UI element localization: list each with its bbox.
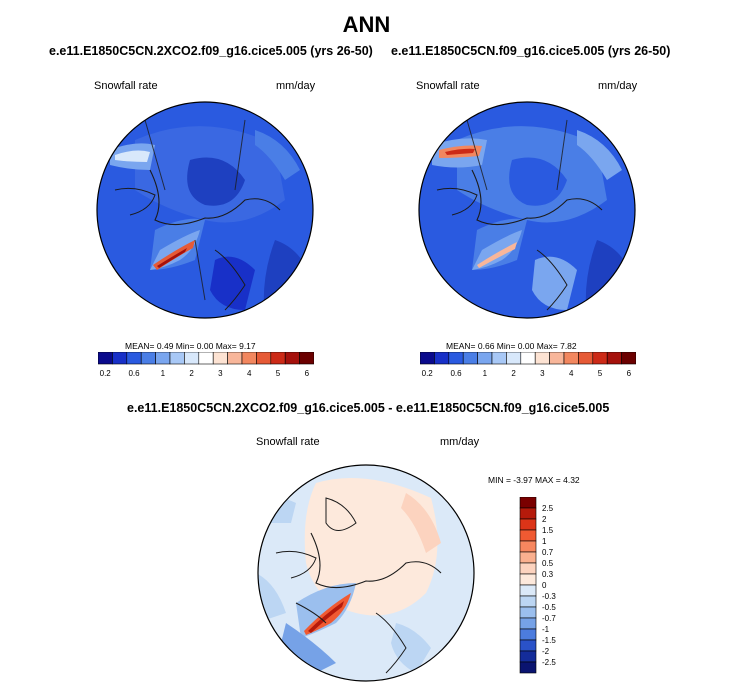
difference-colorbar-swatch (519, 507, 537, 520)
difference-colorbar-swatch (519, 529, 537, 542)
panel-2-colorbar-tick-label: 6 (627, 369, 632, 378)
difference-colorbar-swatch (519, 617, 537, 630)
difference-colorbar-tick-label: 0.5 (542, 559, 554, 568)
panel-1-colorbar-tick-label: 1 (161, 369, 166, 378)
panel-1-colorbar-tick-label: 4 (247, 369, 252, 378)
panel-1-colorbar-tick-label: 0.2 (100, 369, 112, 378)
panel-1-colorbar-swatch (198, 352, 214, 365)
difference-colorbar-tick-label: -2 (542, 647, 550, 656)
difference-variable-label: Snowfall rate (256, 436, 320, 448)
panel-1-colorbar-tick-label: 0.6 (128, 369, 140, 378)
panel-2-colorbar-swatch (420, 352, 435, 365)
panel-2-stats: MEAN= 0.66 Min= 0.00 Max= 7.82 (446, 341, 577, 351)
panel-2-colorbar-tick-label: 5 (598, 369, 603, 378)
panel-1-colorbar-swatch (126, 352, 142, 365)
difference-colorbar-tick-label: -1 (542, 625, 550, 634)
difference-colorbar-tick-label: 0.7 (542, 548, 554, 557)
difference-title: e.e11.E1850C5CN.2XCO2.f09_g16.cice5.005 … (127, 401, 610, 415)
difference-colorbar-tick-label: -0.5 (542, 603, 556, 612)
panel-2-colorbar-swatch (491, 352, 507, 365)
panel-2-colorbar-swatch (462, 352, 478, 365)
difference-colorbar-tick-label: 1 (542, 537, 547, 546)
panel-1-colorbar-tick-label: 5 (276, 369, 281, 378)
panel-2-colorbar-swatch (549, 352, 565, 365)
panel-2-units-label: mm/day (598, 80, 638, 92)
panel-2-colorbar-swatch (592, 352, 608, 365)
difference-colorbar-swatch (519, 551, 537, 564)
panel-1-colorbar-swatch (98, 352, 113, 365)
panel-2-title: e.e11.E1850C5CN.f09_g16.cice5.005 (yrs 2… (391, 44, 671, 58)
panel-1-title: e.e11.E1850C5CN.2XCO2.f09_g16.cice5.005 … (49, 44, 373, 58)
panel-2-colorbar-swatch (578, 352, 594, 365)
panel-2-colorbar-tick-label: 4 (569, 369, 574, 378)
difference-minmax: MIN = -3.97 MAX = 4.32 (488, 475, 580, 485)
difference-colorbar-swatch (519, 573, 537, 586)
panel-1-colorbar-swatch (227, 352, 243, 365)
panel-1-colorbar-swatch (112, 352, 128, 365)
difference-colorbar-tick-label: -1.5 (542, 636, 556, 645)
panel-2-colorbar-swatch (563, 352, 579, 365)
panel-2-colorbar-swatch (534, 352, 550, 365)
panel-2-colorbar-swatch (448, 352, 464, 365)
panel-1-colorbar-swatch (184, 352, 200, 365)
panel-2-colorbar-swatch (520, 352, 536, 365)
difference-colorbar-tick-label: 2.5 (542, 504, 554, 513)
difference-colorbar-tick-label: -2.5 (542, 658, 556, 667)
figure-title: ANN (342, 12, 391, 37)
difference-colorbar-swatch (519, 497, 537, 509)
difference-colorbar-swatch (519, 595, 537, 608)
panel-2-colorbar-swatch (434, 352, 450, 365)
panel-2-colorbar-swatch (506, 352, 522, 365)
panel-1-colorbar-tick-label: 6 (305, 369, 310, 378)
panel-1-colorbar-swatch (140, 352, 156, 365)
panel-1-colorbar: 0.2 0.6 1 2 3 4 5 6 (98, 352, 314, 378)
panel-1-colorbar-swatch (155, 352, 171, 365)
panel-1-colorbar-swatch (169, 352, 185, 365)
difference-colorbar-swatch (519, 628, 537, 641)
panel-1-colorbar-swatch (270, 352, 286, 365)
difference-colorbar-swatch (519, 562, 537, 575)
difference-colorbar-tick-label: 0 (542, 581, 547, 590)
difference-colorbar-swatch (519, 639, 537, 652)
panel-2-colorbar-swatch (621, 352, 636, 365)
panel-1-colorbar-tick-label: 3 (218, 369, 223, 378)
panel-2-colorbar: 0.2 0.6 1 2 3 4 5 6 (420, 352, 636, 378)
panel-1-colorbar-swatch (241, 352, 257, 365)
panel-1-stats: MEAN= 0.49 Min= 0.00 Max= 9.17 (125, 341, 256, 351)
panel-2-colorbar-swatch (477, 352, 493, 365)
panel-1-colorbar-swatch (284, 352, 300, 365)
difference-units-label: mm/day (440, 436, 480, 448)
difference-colorbar-swatch (519, 584, 537, 597)
panel-1-units-label: mm/day (276, 80, 316, 92)
panel-1-colorbar-tick-label: 2 (189, 369, 194, 378)
difference-colorbar-swatch (519, 650, 537, 663)
panel-1-colorbar-swatch (212, 352, 228, 365)
difference-colorbar-swatch (519, 518, 537, 531)
panel-2-colorbar-swatch (606, 352, 622, 365)
difference-colorbar-swatch (519, 540, 537, 553)
difference-colorbar-swatch (519, 661, 537, 674)
panel-2-colorbar-tick-label: 3 (540, 369, 545, 378)
difference-colorbar-tick-label: 0.3 (542, 570, 554, 579)
difference-colorbar-tick-label: -0.7 (542, 614, 556, 623)
panel-2-variable-label: Snowfall rate (416, 80, 480, 92)
panel-1-map (96, 101, 314, 319)
panel-2-map (418, 101, 636, 319)
difference-colorbar-tick-label: -0.3 (542, 592, 556, 601)
panel-2-colorbar-tick-label: 0.2 (422, 369, 434, 378)
difference-colorbar-tick-label: 1.5 (542, 526, 554, 535)
difference-colorbar-swatch (519, 606, 537, 619)
panel-1-colorbar-swatch (299, 352, 314, 365)
panel-2-colorbar-tick-label: 2 (511, 369, 516, 378)
panel-1-variable-label: Snowfall rate (94, 80, 158, 92)
difference-map (257, 464, 475, 682)
difference-colorbar-tick-label: 2 (542, 515, 547, 524)
difference-colorbar: 2.5 2 1.5 1 0.7 0.5 0.3 0 -0.3 -0.5 -0.7 -1 -1.5 -2 -2… (519, 497, 556, 674)
panel-2-colorbar-tick-label: 1 (483, 369, 488, 378)
panel-1-colorbar-swatch (256, 352, 272, 365)
panel-2-colorbar-tick-label: 0.6 (450, 369, 462, 378)
